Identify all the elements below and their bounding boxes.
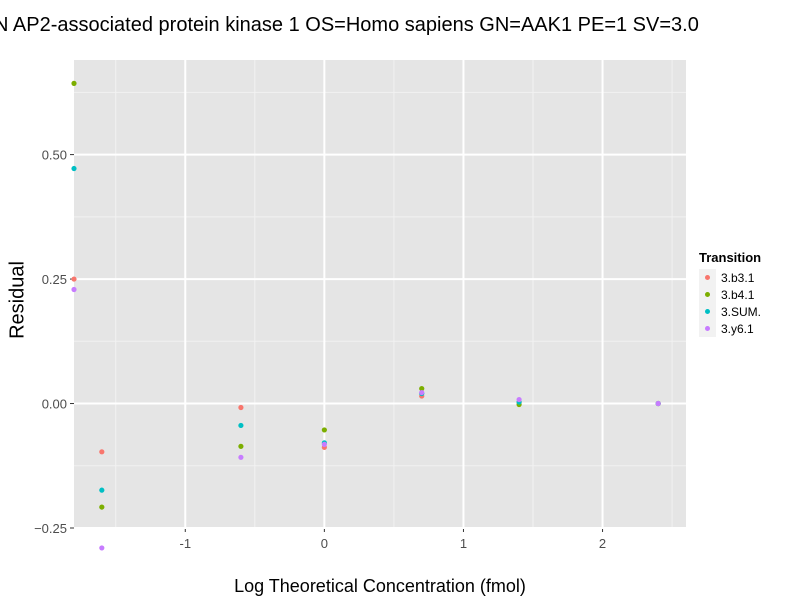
data-point [321, 441, 327, 447]
legend-key [699, 303, 716, 320]
data-point [238, 454, 244, 460]
y-tick-label: 0.00 [42, 397, 67, 412]
legend-item: 3.y6.1 [699, 320, 761, 337]
legend-item: 3.b4.1 [699, 286, 761, 303]
data-point [238, 404, 244, 411]
x-tick-label: -1 [179, 536, 191, 551]
x-tick-label: 0 [321, 536, 328, 551]
data-point [419, 385, 425, 392]
legend-dot-icon [705, 326, 710, 331]
data-point [71, 80, 77, 86]
legend: Transition 3.b3.1 3.b4.1 3.SUM. 3.y6.1 [699, 250, 761, 337]
legend-dot-icon [705, 309, 710, 314]
chart-title: MAN AP2-associated protein kinase 1 OS=H… [0, 14, 699, 36]
legend-item: 3.SUM. [699, 303, 761, 320]
data-point [99, 545, 105, 551]
legend-item: 3.b3.1 [699, 269, 761, 286]
legend-key [699, 269, 716, 286]
legend-dot-icon [705, 275, 710, 280]
data-point [71, 276, 77, 282]
data-point [655, 400, 661, 407]
data-point [99, 504, 105, 510]
legend-dot-icon [705, 292, 710, 297]
data-point [99, 449, 105, 455]
data-point [71, 165, 77, 172]
plot-panel [74, 60, 686, 528]
data-point [516, 396, 522, 403]
data-point [238, 443, 244, 449]
legend-label: 3.SUM. [721, 304, 762, 319]
data-point [419, 389, 425, 396]
legend-title: Transition [699, 250, 762, 265]
y-tick-label: 0.50 [42, 148, 67, 163]
legend-label: 3.b4.1 [721, 287, 755, 302]
x-tick-label: 2 [599, 536, 606, 551]
data-point [238, 422, 244, 429]
y-tick-label: 0.25 [42, 272, 67, 287]
title-clip: MAN AP2-associated protein kinase 1 OS=H… [0, 0, 800, 50]
y-axis-label: Residual [6, 261, 29, 339]
legend-key [699, 320, 716, 337]
data-point [71, 286, 77, 293]
legend-label: 3.b3.1 [721, 270, 755, 285]
legend-label: 3.y6.1 [721, 321, 754, 336]
x-axis-label: Log Theoretical Concentration (fmol) [234, 576, 526, 596]
legend-key [699, 286, 716, 303]
data-point [321, 427, 327, 433]
y-tick-label: −0.25 [34, 521, 67, 536]
data-point [99, 487, 105, 493]
x-tick-label: 1 [460, 536, 467, 551]
